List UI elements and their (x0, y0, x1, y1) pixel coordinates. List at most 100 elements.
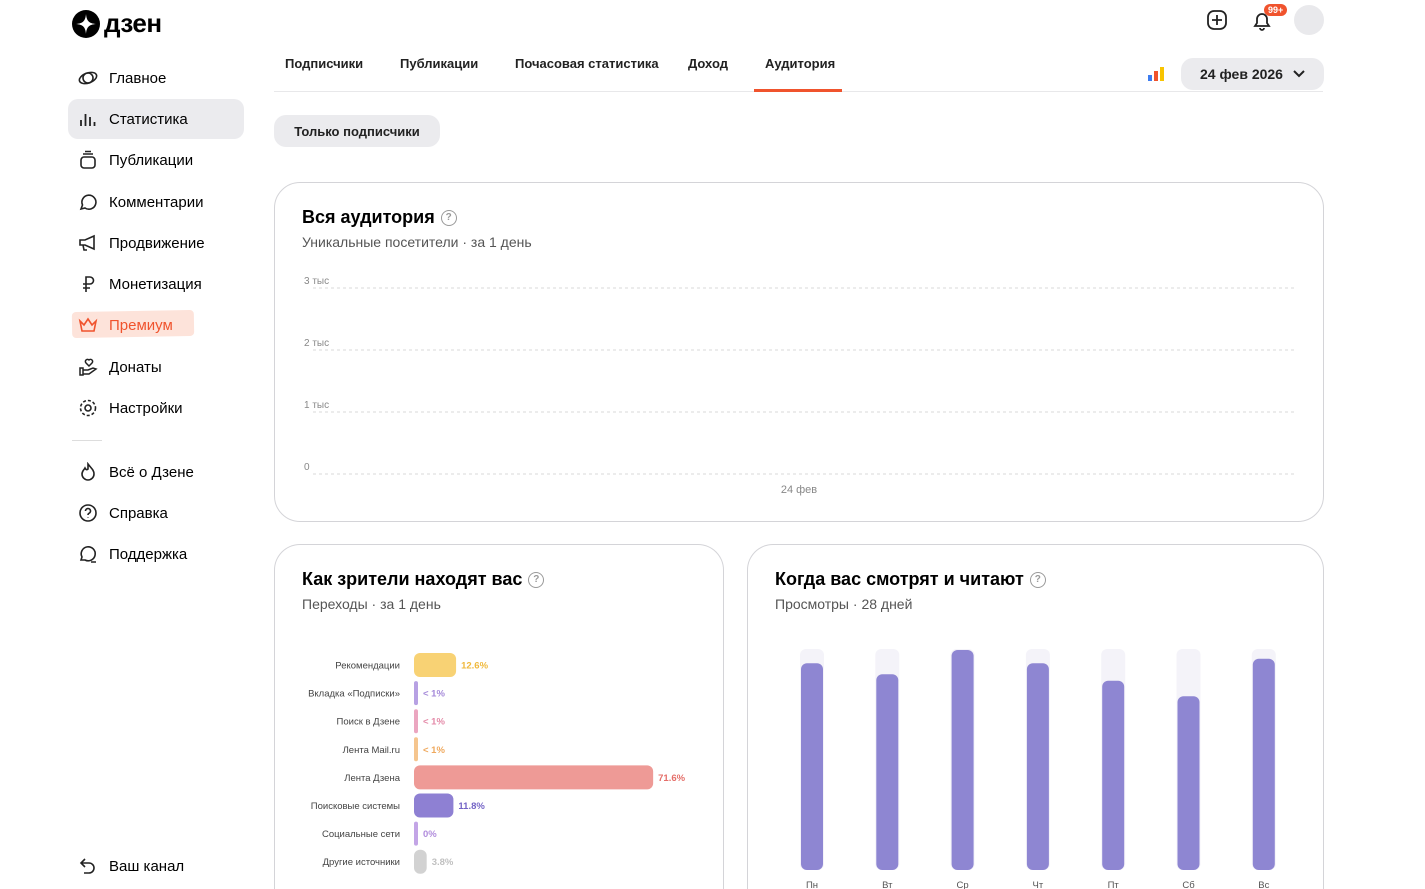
nav-icon (81, 462, 95, 481)
bar (414, 793, 454, 818)
nav-item[interactable]: Публикации (68, 140, 244, 180)
card-title: Вся аудитория? (302, 207, 457, 228)
y-tick-label: 2 тыс (304, 338, 329, 349)
nav-icon (78, 71, 98, 85)
bar (1102, 680, 1125, 870)
logo[interactable]: дзен (72, 8, 162, 39)
nav-label: Продвижение (109, 234, 205, 252)
notifications-button[interactable] (1250, 9, 1274, 33)
chart: 0 1 тыс 2 тыс 3 тыс 24 фев (304, 276, 1295, 496)
nav-item[interactable]: Донаты (68, 347, 244, 387)
y-tick-label: 1 тыс (304, 400, 329, 411)
chart-title: Вся аудитория (302, 207, 435, 227)
nav-label: Главное (109, 69, 167, 87)
notification-badge: 99+ (1264, 4, 1288, 16)
chart-title: Когда вас смотрят и читают (775, 569, 1024, 589)
chevron (1293, 70, 1305, 78)
nav-item[interactable]: Продвижение (68, 223, 244, 263)
nav-item[interactable]: Поддержка (68, 534, 244, 574)
nav-label: Публикации (109, 151, 194, 169)
nav-item[interactable]: Комментарии (68, 182, 244, 222)
x-tick-label: Вс (1258, 880, 1269, 889)
value-label: < 1% (423, 745, 445, 756)
value-label: 3.8% (432, 857, 454, 868)
category-label: Социальные сети (322, 829, 400, 840)
tab[interactable]: Доход (688, 56, 728, 71)
nav-item[interactable]: Настройки (68, 388, 244, 428)
bar (414, 681, 418, 706)
value-label: 12.6% (461, 661, 488, 672)
bar (1026, 663, 1049, 870)
bar (414, 709, 418, 734)
chart-subtitle: Уникальные посетители · за 1 день (302, 234, 532, 250)
tab[interactable]: Публикации (400, 56, 479, 71)
chart: Рекомендации 12.6% Вкладка «Подписки» < 1% П… (308, 653, 686, 874)
x-tick-label: Пн (806, 880, 818, 889)
nav-icon (79, 858, 95, 874)
nav-item[interactable]: Справка (68, 493, 244, 533)
bar (951, 650, 974, 870)
category-label: Рекомендации (335, 661, 400, 672)
help-icon[interactable]: ? (1029, 571, 1046, 588)
card: Вся аудитория? Уникальные посетители · з… (274, 182, 1324, 522)
nav-label: Премиум (109, 316, 173, 334)
active-tab-indicator (754, 89, 842, 92)
tab[interactable]: Подписчики (285, 56, 364, 71)
logo-icon (72, 9, 100, 38)
avatar[interactable] (1294, 5, 1324, 35)
tab[interactable]: Аудитория (765, 56, 836, 71)
x-tick-label: Сб (1182, 880, 1195, 889)
y-tick-label: 0 (304, 462, 310, 473)
chart: Пн Вт Ср Чт Пт Сб Вс (800, 649, 1276, 889)
logo-text: дзен (104, 8, 162, 38)
x-tick-label: Ср (957, 880, 969, 889)
card: Когда вас смотрят и читают? Просмотры · … (747, 544, 1324, 889)
nav-icon (80, 150, 96, 169)
x-tick-label: 24 фев (781, 484, 817, 496)
nav-item[interactable]: Монетизация (68, 264, 244, 304)
bar (1252, 658, 1275, 870)
nav-item[interactable]: Статистика (68, 99, 244, 139)
x-tick-label: Чт (1033, 880, 1044, 889)
category-label: Вкладка «Подписки» (308, 689, 400, 700)
chart-subtitle: Просмотры · 28 дней (775, 596, 913, 612)
nav-icon (79, 399, 97, 417)
create-button[interactable] (1206, 9, 1228, 31)
card-title: Как зрители находят вас? (302, 569, 545, 590)
x-tick-label: Вт (882, 880, 893, 889)
nav-label: Статистика (109, 110, 188, 128)
bar (1177, 696, 1200, 870)
nav-label: Настройки (109, 399, 183, 417)
y-tick-label: 3 тыс (304, 276, 329, 287)
nav-item[interactable]: Премиум (68, 305, 244, 345)
date-picker-label: 24 фев 2026 (1200, 66, 1283, 82)
bar (414, 653, 457, 677)
help-icon[interactable]: ? (528, 571, 545, 588)
nav-item[interactable]: Главное (68, 58, 244, 98)
nav-label: Монетизация (109, 275, 202, 293)
help-icon[interactable]: ? (440, 209, 457, 226)
value-label: 71.6% (658, 773, 685, 784)
value-label: < 1% (423, 689, 445, 700)
nav-divider (72, 440, 102, 441)
nav-label: Справка (109, 504, 168, 522)
nav-icon (80, 114, 96, 126)
category-label: Другие источники (323, 857, 400, 868)
chart-subtitle: Переходы · за 1 день (302, 596, 441, 612)
card-title: Когда вас смотрят и читают? (775, 569, 1046, 590)
filter-button[interactable]: Только подписчики (274, 115, 440, 147)
category-label: Поиск в Дзене (337, 717, 400, 728)
category-label: Поисковые системы (311, 801, 400, 812)
category-label: Лента Mail.ru (343, 745, 400, 756)
nav-label: Поддержка (109, 545, 188, 563)
date-picker[interactable]: 24 фев 2026 (1181, 58, 1324, 90)
nav-icon (78, 317, 98, 332)
bar (414, 821, 418, 846)
nav-item[interactable]: Ваш канал (68, 846, 244, 886)
nav-icon (79, 234, 95, 251)
nav-icon (79, 546, 96, 563)
nav-item[interactable]: Всё о Дзене (68, 452, 244, 492)
metrica-icon[interactable] (1147, 66, 1165, 82)
tab[interactable]: Почасовая статистика (515, 56, 659, 71)
